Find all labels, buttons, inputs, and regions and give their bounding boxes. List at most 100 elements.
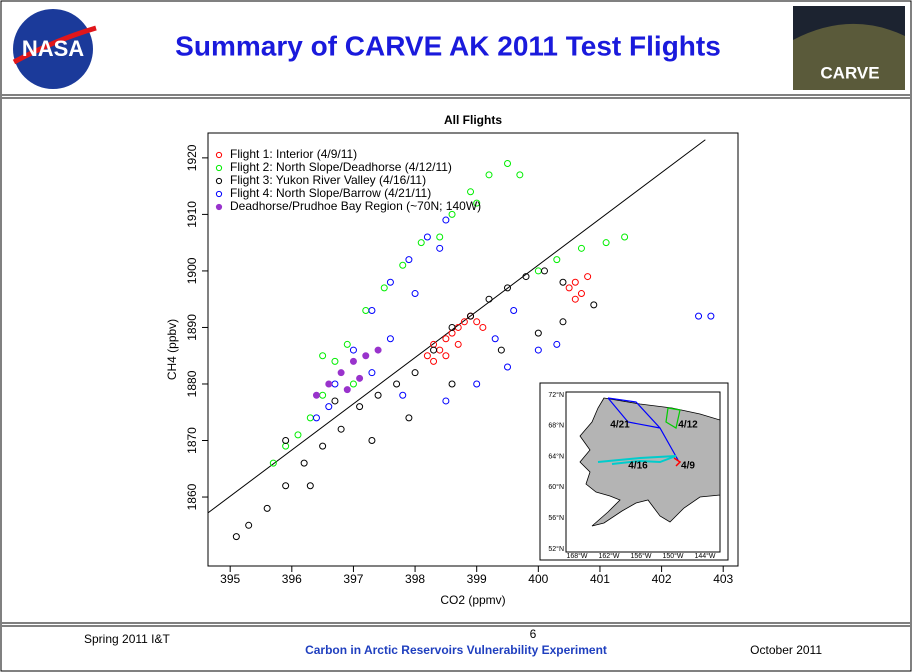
data-point [312,391,320,399]
map-lat-label: 68°N [548,422,564,430]
data-point [343,340,351,348]
data-point [263,504,271,512]
y-tick-label: 1900 [185,257,199,284]
data-point [602,239,610,247]
fit-line [208,139,706,514]
data-point [349,380,357,388]
map-lon-label: 150°W [662,552,683,560]
nasa-logo [13,9,93,89]
data-point [621,233,629,241]
data-point [337,425,345,433]
data-point [374,346,382,354]
data-point [430,357,438,365]
data-point [349,357,357,365]
logo-text: NASA [22,36,84,61]
data-point [473,318,481,326]
y-axis-label: CH4 (ppbv) [165,319,179,380]
map-lon-label: 156°W [630,552,651,560]
y-tick-label: 1920 [185,144,199,171]
data-point [282,437,290,445]
x-tick-label: 400 [528,572,548,586]
data-point [454,340,462,348]
data-point [467,312,475,320]
data-point [540,267,548,275]
data-point [386,278,394,286]
data-point [411,369,419,377]
x-tick-label: 403 [713,572,733,586]
data-point [448,323,456,331]
map-lat-label: 60°N [548,483,564,491]
data-point [368,437,376,445]
data-point [504,363,512,371]
y-tick-label: 1860 [185,483,199,510]
data-point [294,431,302,439]
legend-marker [215,151,223,159]
data-point [374,391,382,399]
data-point [423,352,431,360]
data-point [571,278,579,286]
map-lon-label: 168°W [566,552,587,560]
data-point [325,403,333,411]
legend-label: Flight 3: Yukon River Valley (4/16/11) [230,173,426,187]
legend-label: Flight 4: North Slope/Barrow (4/21/11) [230,186,431,200]
data-point [430,346,438,354]
map-lon-label: 162°W [598,552,619,560]
legend-marker [215,164,223,172]
data-point [362,352,370,360]
data-point [467,188,475,196]
data-point [343,386,351,394]
data-point [442,216,450,224]
data-point [356,403,364,411]
data-point [577,244,585,252]
route-4-9 [673,457,682,467]
data-point [417,239,425,247]
data-point [405,256,413,264]
data-point [282,482,290,490]
x-axis-label: CO2 (ppmv) [440,593,505,607]
data-point [386,335,394,343]
logo-swoosh [12,25,97,65]
data-point [325,380,333,388]
data-point [368,369,376,377]
data-point [707,312,715,320]
data-point [522,273,530,281]
x-tick-label: 397 [343,572,363,586]
footer-right: October 2011 [750,643,822,657]
x-tick-label: 401 [590,572,610,586]
data-point [510,306,518,314]
slide-title: Summary of CARVE AK 2011 Test Flights [175,30,721,61]
route-4-21 [607,397,679,461]
data-point [442,352,450,360]
data-point [300,459,308,467]
data-point [306,482,314,490]
data-point [436,233,444,241]
data-point [504,160,512,168]
data-point [423,233,431,241]
data-point [337,369,345,377]
plot-frame [207,132,739,567]
data-point [553,256,561,264]
data-point [497,346,505,354]
data-point [559,318,567,326]
data-point [553,340,561,348]
map-flight-label: 4/21 [610,420,630,431]
map-flight-label: 4/9 [681,461,695,472]
data-point [393,380,401,388]
legend-marker [215,203,223,211]
data-point [368,306,376,314]
page-number: 6 [530,627,537,641]
plot-area [208,139,715,541]
data-point [331,397,339,405]
data-point [319,352,327,360]
y-tick-label: 1880 [185,370,199,397]
data-point [269,459,277,467]
data-point [504,284,512,292]
data-point [584,273,592,281]
data-point [442,335,450,343]
data-point [232,533,240,541]
map-lat-label: 52°N [548,545,564,553]
legend-label: Flight 2: North Slope/Deadhorse (4/12/11… [230,160,452,174]
data-point [436,244,444,252]
data-point [380,284,388,292]
x-tick-label: 399 [467,572,487,586]
